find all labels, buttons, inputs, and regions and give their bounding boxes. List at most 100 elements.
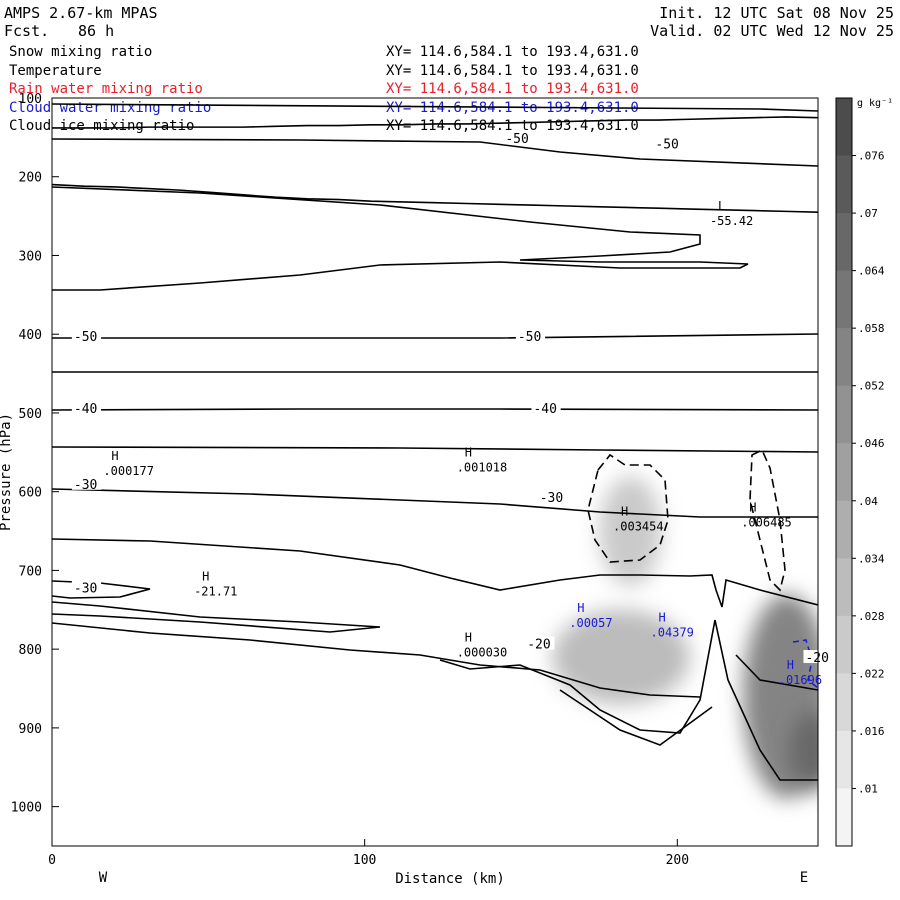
colorbar-tick-label: .052 xyxy=(858,380,885,393)
extremum-marker: H xyxy=(621,504,628,518)
field-name: Cloud water mixing ratio xyxy=(9,99,212,116)
contour-label-bg xyxy=(71,401,102,415)
field-name: Temperature xyxy=(9,62,102,79)
contour-label: -30 xyxy=(74,478,97,493)
colorbar-swatch xyxy=(836,155,852,214)
contour-label: -50 xyxy=(505,132,528,147)
contour-label-bg xyxy=(653,136,683,150)
colorbar-tick-label: .034 xyxy=(858,552,885,565)
colorbar-tick-label: .028 xyxy=(858,610,885,623)
contour-label: -50 xyxy=(655,138,678,153)
contour-label-bg xyxy=(531,401,561,415)
colorbar-tick-label: .046 xyxy=(858,437,885,450)
field-name: Snow mixing ratio xyxy=(9,44,153,60)
colorbar-tick-label: .016 xyxy=(858,725,885,738)
contour-segment xyxy=(52,103,818,112)
field-name: Rain water mixing ratio xyxy=(9,81,203,97)
y-tick-label: 700 xyxy=(19,564,42,579)
extremum-value: -21.71 xyxy=(194,585,237,599)
contour-label-bg xyxy=(537,490,567,504)
contour-label-bg xyxy=(71,476,102,490)
extremum-value: .01696 xyxy=(779,673,822,687)
contour-segment xyxy=(52,622,701,698)
colorbar-tick-label: .04 xyxy=(858,495,878,508)
contour-label: -40 xyxy=(74,402,97,417)
x-tick-label: 0 xyxy=(48,853,56,868)
forecast-hours: 86 h xyxy=(78,22,115,40)
model-name: AMPS 2.67-km MPAS xyxy=(4,4,158,22)
axes: 100 200 300 400 500 600 700 800 900 1000 0 100 200 Di… xyxy=(0,92,808,887)
contour-label-bg xyxy=(515,328,546,342)
colorbar-swatch xyxy=(836,328,852,387)
colorbar-frame xyxy=(835,97,853,847)
colorbar-tick-label: .07 xyxy=(858,207,878,220)
extremum-marker: H xyxy=(749,500,756,514)
plot-frame xyxy=(51,97,819,847)
contour-segment xyxy=(52,446,818,453)
colorbar-swatch xyxy=(836,443,852,502)
contour-segment xyxy=(52,138,818,167)
colorbar-swatch xyxy=(836,500,852,559)
extremum-value: .006485 xyxy=(741,515,792,529)
contour-label-bg xyxy=(71,328,102,342)
extremum-marker: H xyxy=(202,570,209,584)
contour-label-bg xyxy=(525,636,555,650)
y-tick-label: 800 xyxy=(19,643,42,658)
extremum-marker: H xyxy=(787,658,794,672)
y-tick-label: 400 xyxy=(19,328,42,343)
colorbar-swatch xyxy=(836,213,852,272)
colorbar-tick-label: .022 xyxy=(858,667,885,680)
snow-blob xyxy=(599,475,662,587)
temperature-contour xyxy=(52,183,818,213)
extremum-marker: H xyxy=(111,449,118,463)
extremum-value: .000030 xyxy=(457,645,508,659)
extremum-value: .04379 xyxy=(651,626,694,640)
y-tick-label: 300 xyxy=(19,249,42,264)
colorbar-tick-label: .064 xyxy=(858,265,885,278)
extremum-value: .00057 xyxy=(569,616,612,630)
snow-shading xyxy=(552,475,818,799)
contour-label-bg xyxy=(71,580,102,594)
colorbar-swatch xyxy=(836,730,852,789)
field-name: Cloud ice mixing ratio xyxy=(9,118,195,134)
contour-segment xyxy=(559,654,818,746)
extremum-marker: L xyxy=(718,199,725,213)
y-tick-label: 900 xyxy=(19,722,42,737)
colorbar-swatch xyxy=(836,558,852,617)
contour-segment xyxy=(52,408,818,411)
extremum-marker: H xyxy=(659,611,666,625)
cloud-ice-contour xyxy=(749,448,786,592)
colorbar-tick-label: .076 xyxy=(858,150,885,163)
extremum-marker: H xyxy=(577,601,584,615)
west-label: W xyxy=(99,870,108,886)
contour-segment xyxy=(52,186,749,291)
colorbar-swatch xyxy=(836,385,852,444)
colorbar-tick-label: .01 xyxy=(858,782,878,795)
x-axis-label: Distance (km) xyxy=(395,871,505,887)
x-tick-label: 100 xyxy=(353,853,376,868)
contour-label: -20 xyxy=(805,651,828,666)
extremum-value: .003454 xyxy=(613,519,664,533)
snow-blob xyxy=(789,712,818,791)
contour-segment xyxy=(52,333,818,339)
colorbar: .01 .016 .022 .028 .034 .04 .046 .052 .058 .064 .0… xyxy=(835,97,893,847)
contour-segment xyxy=(439,619,818,781)
contour-label: -30 xyxy=(74,582,97,597)
colorbar-swatch xyxy=(836,98,852,157)
valid-time: Valid. 02 UTC Wed 12 Nov 25 xyxy=(650,22,894,40)
contour-lines xyxy=(52,103,818,781)
y-axis-label: Pressure (hPa) xyxy=(0,413,14,531)
init-time: Init. 12 UTC Sat 08 Nov 25 xyxy=(659,4,894,22)
colorbar-swatch xyxy=(836,788,852,847)
east-label: E xyxy=(800,870,808,886)
contour-label: -40 xyxy=(533,402,556,417)
colorbar-tick-label: .058 xyxy=(858,322,885,335)
contour-segment xyxy=(52,601,381,633)
cloud-ice-contour xyxy=(587,453,669,563)
contour-segment xyxy=(52,538,818,608)
extremum-marker: H xyxy=(465,445,472,459)
contour-label: -50 xyxy=(518,330,541,345)
colorbar-swatch xyxy=(836,615,852,674)
field-xy-range: XY= 114.6,584.1 to 193.4,631.0 xyxy=(386,81,639,97)
